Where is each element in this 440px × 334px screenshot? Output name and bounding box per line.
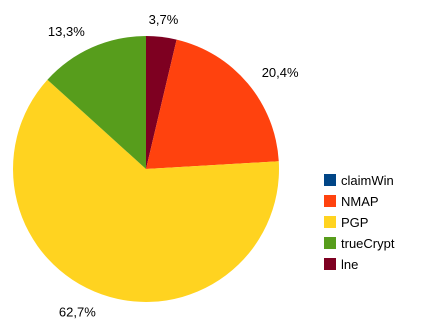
legend-label-claimwin: claimWin <box>341 173 394 188</box>
legend: claimWin NMAP PGP trueCrypt lne <box>324 173 395 272</box>
data-label-truecrypt: 13,3% <box>48 24 85 39</box>
pie-slice-lne <box>146 36 177 169</box>
legend-swatch-lne <box>324 258 336 270</box>
legend-label-truecrypt: trueCrypt <box>341 236 395 251</box>
data-label-nmap: 20,4% <box>262 65 299 80</box>
legend-swatch-pgp <box>324 216 336 228</box>
data-label-pgp: 62,7% <box>59 304 96 319</box>
legend-label-pgp: PGP <box>341 215 368 230</box>
data-label-lne: 3,7% <box>149 12 179 27</box>
pie-slice-nmap <box>146 39 279 169</box>
legend-swatch-claimwin <box>324 174 336 186</box>
legend-label-nmap: NMAP <box>341 194 379 209</box>
pie-slice-pgp <box>13 79 280 302</box>
pie-slice-truecrypt <box>47 36 146 169</box>
legend-swatch-truecrypt <box>324 237 336 249</box>
pie-data-labels: 3,7% 20,4% 62,7% 13,3% <box>48 12 299 319</box>
legend-swatch-nmap <box>324 195 336 207</box>
legend-label-lne: lne <box>341 257 358 272</box>
pie-slices <box>13 36 280 302</box>
